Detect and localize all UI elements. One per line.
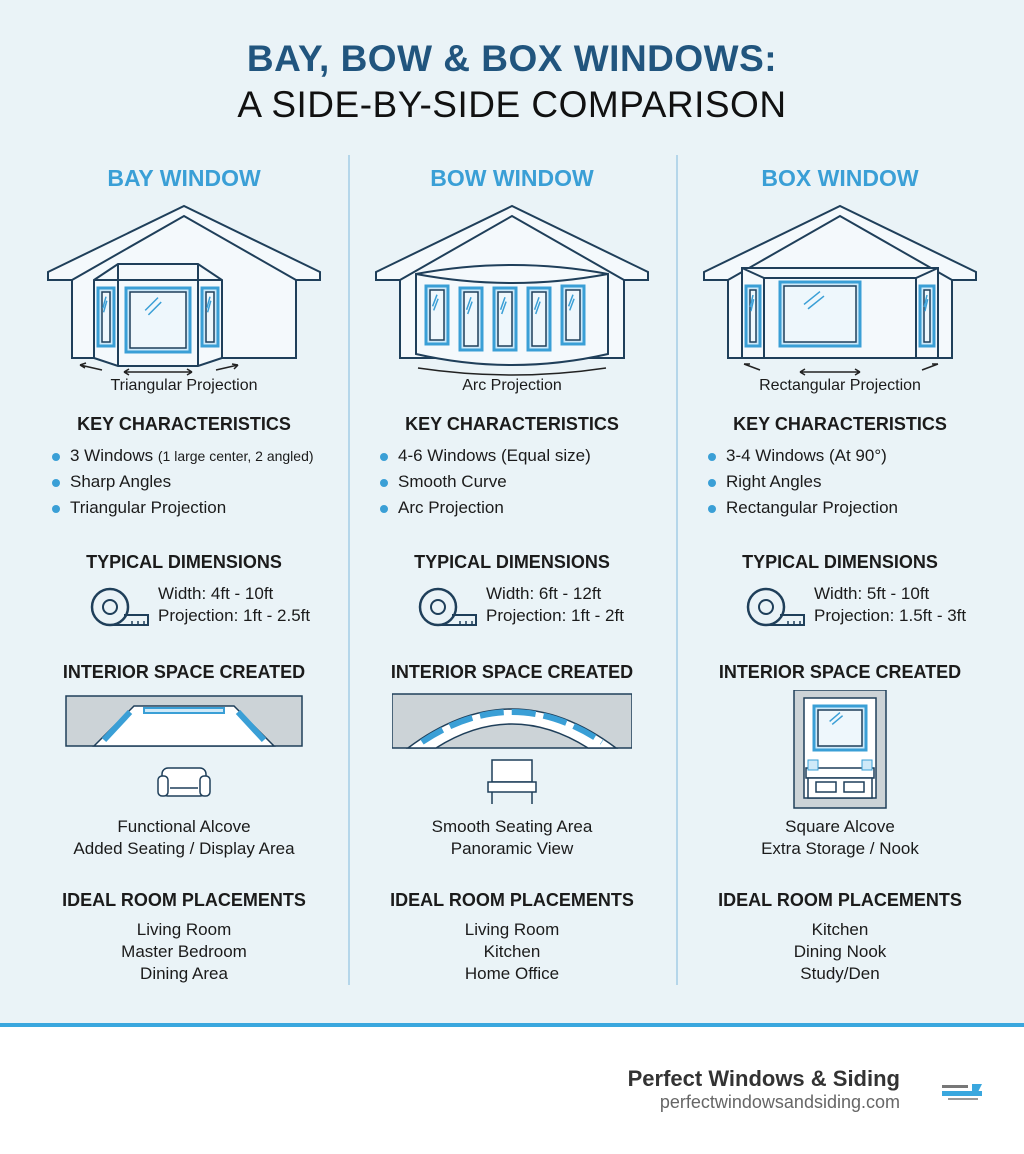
room-placement: Living Room — [464, 920, 560, 939]
interior-description: Square Alcove — [785, 817, 895, 836]
characteristic-item: 3 Windows (1 large center, 2 angled) — [52, 446, 314, 466]
characteristic-text: Arc Projection — [398, 498, 504, 517]
characteristic-text: Smooth Curve — [398, 472, 507, 491]
column-heading: BAY WINDOW — [107, 165, 261, 191]
room-placement: Dining Nook — [793, 942, 887, 961]
characteristic-item: Right Angles — [707, 472, 822, 492]
key-characteristics-heading: KEY CHARACTERISTICS — [405, 414, 619, 434]
column-heading: BOX WINDOW — [761, 165, 919, 191]
dimensions-heading: TYPICAL DIMENSIONS — [742, 552, 938, 572]
rooms-heading: IDEAL ROOM PLACEMENTS — [62, 890, 306, 910]
projection-caption: Rectangular Projection — [759, 377, 921, 394]
characteristic-text: Rectangular Projection — [726, 498, 898, 517]
interior-heading: INTERIOR SPACE CREATED — [62, 662, 306, 682]
interior-description: Extra Storage / Nook — [761, 839, 919, 858]
characteristic-text: 3-4 Windows (At 90°) — [726, 446, 887, 465]
title-line-1: BAY, BOW & BOX WINDOWS: — [246, 38, 778, 79]
column-divider — [348, 155, 350, 985]
column-box-window: BOX WINDOW Rectangular Projection KEY CH… — [676, 0, 1004, 1000]
characteristic-note: (1 large center, 2 angled) — [157, 448, 314, 464]
room-placement: Home Office — [464, 964, 560, 983]
width-dimension: Width: 5ft - 10ft — [814, 584, 930, 603]
column-divider — [676, 155, 678, 985]
interior-heading: INTERIOR SPACE CREATED — [718, 662, 962, 682]
brand-logo — [942, 1084, 982, 1100]
projection-caption: Arc Projection — [462, 377, 562, 394]
interior-space-illustration — [65, 695, 303, 797]
key-characteristics-heading: KEY CHARACTERISTICS — [733, 414, 947, 434]
projection-dimension: Projection: 1.5ft - 3ft — [814, 606, 967, 625]
characteristic-item: Arc Projection — [380, 498, 504, 518]
characteristic-text: Right Angles — [726, 472, 822, 491]
interior-description: Functional Alcove — [117, 817, 251, 836]
key-characteristics-heading: KEY CHARACTERISTICS — [77, 414, 291, 434]
interior-description: Panoramic View — [450, 839, 574, 858]
projection-dimension: Projection: 1ft - 2ft — [486, 606, 624, 625]
characteristic-text: 4-6 Windows (Equal size) — [398, 446, 591, 465]
room-placement: Study/Den — [800, 964, 880, 983]
house-window-illustration — [703, 204, 977, 376]
projection-dimension: Projection: 1ft - 2.5ft — [158, 606, 311, 625]
room-placement: Living Room — [136, 920, 232, 939]
column-bay-window: BAY WINDOW Triangular Projection KEY CHA… — [20, 0, 348, 1000]
rooms-heading: IDEAL ROOM PLACEMENTS — [718, 890, 962, 910]
tape-measure-icon — [418, 587, 477, 627]
characteristic-text: Sharp Angles — [70, 472, 172, 491]
title-line-2: A SIDE-BY-SIDE COMPARISON — [237, 84, 787, 125]
column-bow-window: BOW WINDOW Arc Projection KEY CHARACTERI… — [348, 0, 676, 1000]
footer-divider — [0, 1023, 1024, 1027]
interior-space-illustration — [793, 690, 887, 809]
characteristic-text: 3 Windows — [70, 446, 154, 465]
house-window-illustration — [375, 204, 649, 376]
interior-description: Smooth Seating Area — [431, 817, 593, 836]
room-placement: Kitchen — [483, 942, 541, 961]
brand-name: Perfect Windows & Siding — [627, 1066, 900, 1091]
characteristic-item: 4-6 Windows (Equal size) — [380, 446, 591, 466]
infographic: BAY, BOW & BOX WINDOWS: A SIDE-BY-SIDE C… — [0, 0, 1024, 1024]
tape-measure-icon — [746, 587, 805, 627]
rooms-heading: IDEAL ROOM PLACEMENTS — [390, 890, 634, 910]
characteristic-item: Rectangular Projection — [708, 498, 898, 518]
interior-description: Added Seating / Display Area — [73, 839, 295, 858]
dimensions-heading: TYPICAL DIMENSIONS — [86, 552, 282, 572]
room-placement: Kitchen — [811, 920, 869, 939]
characteristic-item: Sharp Angles — [51, 472, 172, 492]
interior-heading: INTERIOR SPACE CREATED — [390, 662, 634, 682]
projection-caption: Triangular Projection — [110, 377, 258, 394]
dimensions-heading: TYPICAL DIMENSIONS — [414, 552, 610, 572]
tape-measure-icon — [90, 587, 149, 627]
brand-url[interactable]: perfectwindowsandsiding.com — [659, 1092, 900, 1112]
house-window-illustration — [47, 204, 321, 376]
room-placement: Dining Area — [140, 964, 228, 983]
width-dimension: Width: 4ft - 10ft — [158, 584, 274, 603]
characteristic-text: Triangular Projection — [70, 498, 227, 517]
interior-space-illustration — [392, 693, 632, 804]
column-heading: BOW WINDOW — [430, 165, 594, 191]
room-placement: Master Bedroom — [121, 942, 247, 961]
characteristic-item: Smooth Curve — [380, 472, 507, 492]
characteristic-item: 3-4 Windows (At 90°) — [708, 446, 887, 466]
width-dimension: Width: 6ft - 12ft — [486, 584, 602, 603]
characteristic-item: Triangular Projection — [51, 498, 227, 518]
